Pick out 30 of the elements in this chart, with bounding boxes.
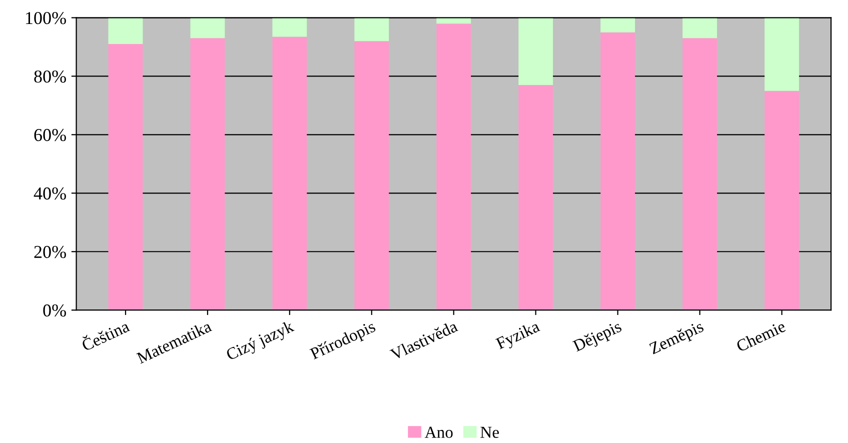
bar (518, 18, 553, 85)
bar (190, 18, 225, 38)
bar (682, 38, 718, 310)
y-tick-label: 40% (34, 187, 66, 200)
bar (190, 38, 225, 310)
y-tick-label: 60% (34, 128, 66, 142)
bar (108, 44, 143, 310)
bar (354, 41, 389, 310)
x-tick-label: Čeština (80, 317, 130, 352)
y-tick-label: 80% (34, 70, 66, 83)
legend-label: Ne (480, 426, 499, 438)
bar (682, 18, 718, 38)
x-tick-label: Dějepis (572, 320, 624, 355)
y-tick-label: 20% (34, 246, 66, 258)
bar (272, 36, 307, 310)
x-tick-label: Cizý jazyk (225, 320, 296, 364)
bar (600, 18, 635, 32)
bar (272, 18, 307, 37)
y-tick-label: 100% (26, 12, 66, 24)
y-tick-label: 0% (43, 304, 66, 317)
bar (354, 18, 389, 42)
bar (764, 90, 800, 310)
bar (600, 32, 635, 310)
x-tick-label: Fyzika (495, 320, 542, 353)
bar (436, 24, 471, 310)
bar (108, 18, 143, 44)
bar (518, 84, 553, 310)
legend-label: Ano (424, 426, 453, 438)
bar (764, 18, 800, 91)
x-tick-label: Chemie (735, 320, 786, 352)
